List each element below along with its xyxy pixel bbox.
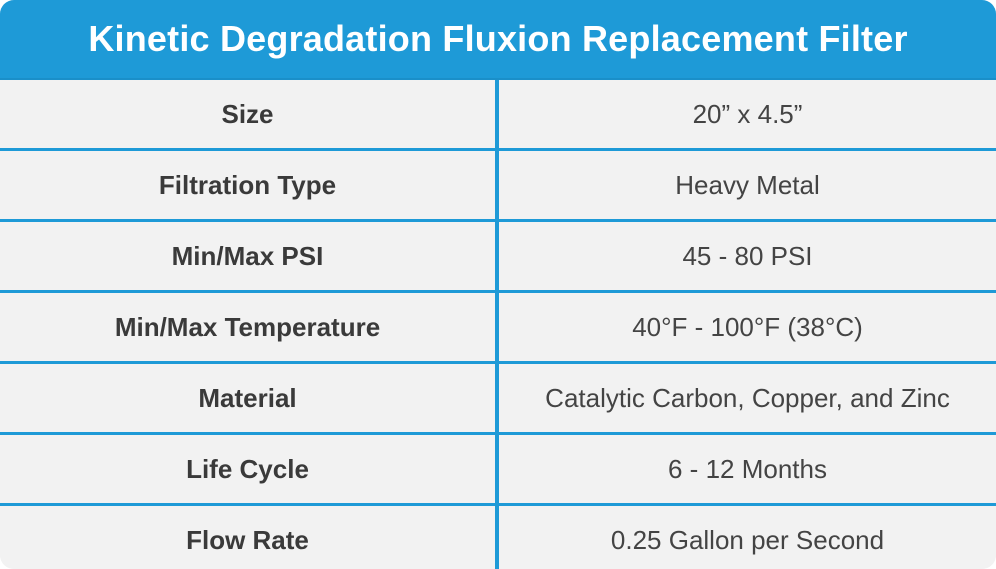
table-row: Life Cycle 6 - 12 Months [0, 433, 996, 506]
row-label-flow-rate: Flow Rate [0, 504, 499, 569]
row-label-filtration-type: Filtration Type [0, 149, 499, 222]
row-value-min-max-psi: 45 - 80 PSI [497, 220, 996, 293]
row-value-life-cycle: 6 - 12 Months [497, 433, 996, 506]
table-row: Size 20” x 4.5” [0, 80, 996, 151]
table-row: Flow Rate 0.25 Gallon per Second [0, 504, 996, 569]
row-value-filtration-type: Heavy Metal [497, 149, 996, 222]
table-row: Filtration Type Heavy Metal [0, 149, 996, 222]
row-label-size: Size [0, 80, 499, 151]
spec-table: Size 20” x 4.5” Filtration Type Heavy Me… [0, 80, 996, 569]
row-value-min-max-temperature: 40°F - 100°F (38°C) [497, 291, 996, 364]
row-label-life-cycle: Life Cycle [0, 433, 499, 506]
table-row: Min/Max PSI 45 - 80 PSI [0, 220, 996, 293]
row-label-min-max-psi: Min/Max PSI [0, 220, 499, 293]
spec-title: Kinetic Degradation Fluxion Replacement … [88, 18, 908, 59]
table-row: Material Catalytic Carbon, Copper, and Z… [0, 362, 996, 435]
row-label-min-max-temperature: Min/Max Temperature [0, 291, 499, 364]
table-row: Min/Max Temperature 40°F - 100°F (38°C) [0, 291, 996, 364]
row-value-flow-rate: 0.25 Gallon per Second [497, 504, 996, 569]
row-value-size: 20” x 4.5” [497, 80, 996, 151]
row-label-material: Material [0, 362, 499, 435]
row-value-material: Catalytic Carbon, Copper, and Zinc [497, 362, 996, 435]
spec-header: Kinetic Degradation Fluxion Replacement … [0, 0, 996, 80]
